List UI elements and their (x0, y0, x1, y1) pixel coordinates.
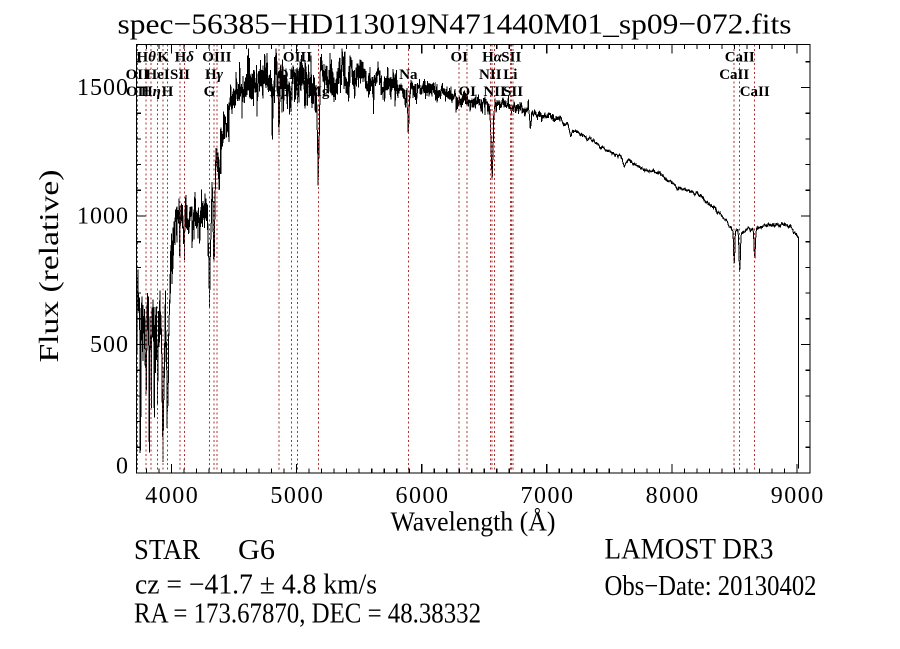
svg-text:Flux (relative): Flux (relative) (34, 170, 64, 363)
svg-text:Hδ: Hδ (175, 50, 195, 66)
svg-text:Hθ: Hθ (136, 50, 156, 66)
svg-text:500: 500 (90, 332, 128, 358)
svg-text:0: 0 (116, 454, 128, 480)
svg-text:8000: 8000 (646, 483, 699, 509)
svg-text:G6: G6 (238, 535, 275, 566)
svg-text:9000: 9000 (771, 483, 824, 509)
svg-text:SII: SII (170, 67, 190, 83)
svg-text:SII: SII (503, 84, 523, 100)
svg-text:CaII: CaII (740, 84, 770, 100)
svg-text:Wavelength (Å): Wavelength (Å) (391, 507, 556, 537)
svg-text:6000: 6000 (395, 483, 448, 509)
svg-text:1000: 1000 (77, 204, 128, 230)
svg-text:OII: OII (126, 84, 150, 100)
svg-text:Hβ: Hβ (270, 84, 290, 100)
svg-text:SII: SII (501, 50, 521, 66)
svg-text:H: H (162, 84, 174, 100)
svg-text:OIII: OIII (283, 50, 312, 66)
svg-text:Hη: Hη (141, 84, 161, 100)
svg-text:K: K (157, 50, 169, 66)
svg-text:5000: 5000 (270, 483, 323, 509)
svg-text:CaII: CaII (719, 67, 749, 83)
svg-text:Hγ: Hγ (205, 67, 224, 83)
svg-text:OIII: OIII (202, 50, 231, 66)
svg-text:G: G (204, 84, 216, 100)
svg-text:LAMOST DR3: LAMOST DR3 (605, 533, 774, 566)
svg-text:4000: 4000 (145, 483, 198, 509)
svg-text:cz = −41.7 ± 4.8 km/s: cz = −41.7 ± 4.8 km/s (135, 569, 377, 600)
svg-text:7000: 7000 (521, 483, 574, 509)
svg-text:HeI: HeI (146, 67, 170, 83)
svg-text:Mg: Mg (308, 84, 330, 100)
svg-text:spec−56385−HD113019N471440M01_: spec−56385−HD113019N471440M01_sp09−072.f… (118, 9, 792, 41)
svg-text:NII: NII (479, 67, 502, 83)
svg-text:CaII: CaII (725, 50, 755, 66)
svg-text:STAR: STAR (134, 535, 200, 566)
svg-text:NII: NII (483, 84, 506, 100)
svg-text:RA = 173.67870, DEC = 48.3833: RA = 173.67870, DEC = 48.38332 (134, 598, 481, 629)
svg-text:OI: OI (450, 50, 468, 66)
svg-text:Na: Na (399, 67, 418, 83)
svg-text:OII: OII (126, 67, 150, 83)
svg-text:1500: 1500 (77, 75, 128, 101)
svg-text:Obs−Date: 20130402: Obs−Date: 20130402 (605, 571, 817, 602)
svg-text:Li: Li (503, 67, 517, 83)
svg-text:OI: OI (458, 84, 476, 100)
svg-text:Hα: Hα (482, 50, 503, 66)
svg-text:OIII: OIII (277, 67, 306, 83)
